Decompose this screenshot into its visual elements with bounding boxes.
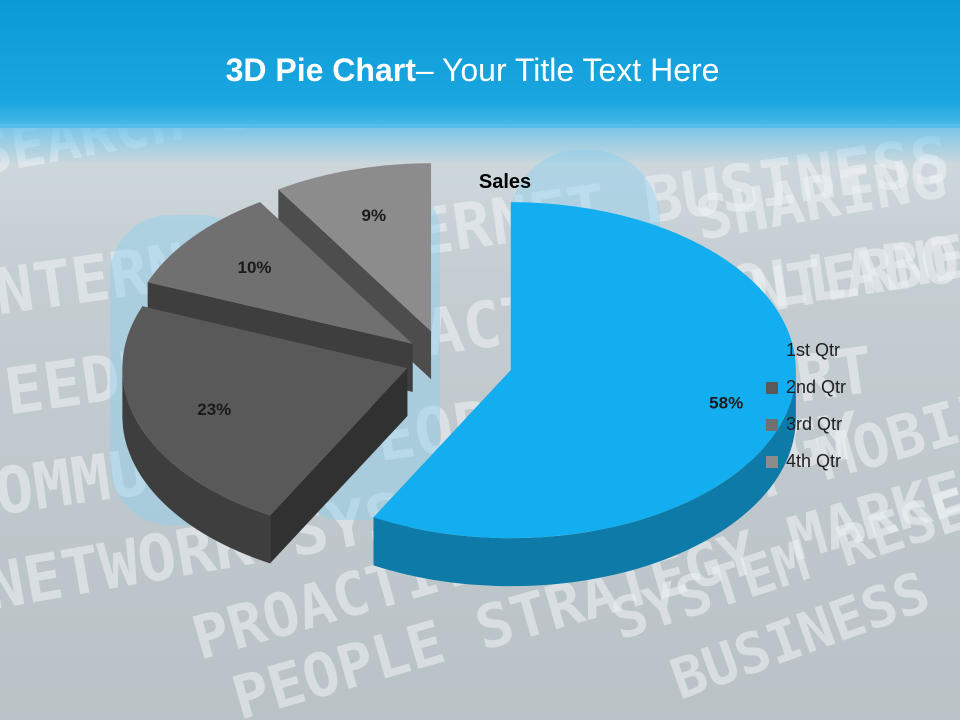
legend-swatch xyxy=(766,455,778,468)
slide-header-band xyxy=(0,0,960,128)
slide-title-bold: 3D Pie Chart xyxy=(225,52,416,88)
legend-item-4: 4th Qtr xyxy=(766,443,846,480)
legend-item-1: 1st Qtr xyxy=(766,332,846,369)
legend-label: 2nd Qtr xyxy=(786,377,847,397)
data-label-2: 23% xyxy=(197,400,231,419)
pie-slice-1 xyxy=(373,202,796,587)
slide-title-rest: – Your Title Text Here xyxy=(415,52,720,88)
legend-item-3: 3rd Qtr xyxy=(766,406,846,443)
legend-label: 3rd Qtr xyxy=(786,414,843,434)
chart-title: Sales xyxy=(479,171,531,193)
legend-swatch xyxy=(766,381,778,394)
legend-item-2: 2nd Qtr xyxy=(766,369,846,406)
pie-slice-2 xyxy=(122,306,408,564)
data-label-3: 10% xyxy=(238,258,272,277)
legend-swatch xyxy=(766,418,778,431)
data-label-4: 9% xyxy=(362,206,387,225)
data-label-1: 58% xyxy=(709,394,743,413)
legend-label: 4th Qtr xyxy=(786,451,842,471)
legend-swatch xyxy=(766,344,778,357)
chart-legend: 1st Qtr 2nd Qtr 3rd Qtr 4th Qtr xyxy=(766,332,846,480)
legend-label: 1st Qtr xyxy=(786,340,841,360)
slide-title: 3D Pie Chart– Your Title Text Here xyxy=(0,48,945,92)
